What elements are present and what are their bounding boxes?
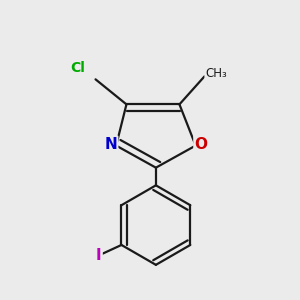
- Text: CH₃: CH₃: [206, 67, 227, 80]
- Text: N: N: [104, 136, 117, 152]
- Text: Cl: Cl: [70, 61, 85, 75]
- Text: O: O: [194, 136, 207, 152]
- Text: I: I: [96, 248, 102, 263]
